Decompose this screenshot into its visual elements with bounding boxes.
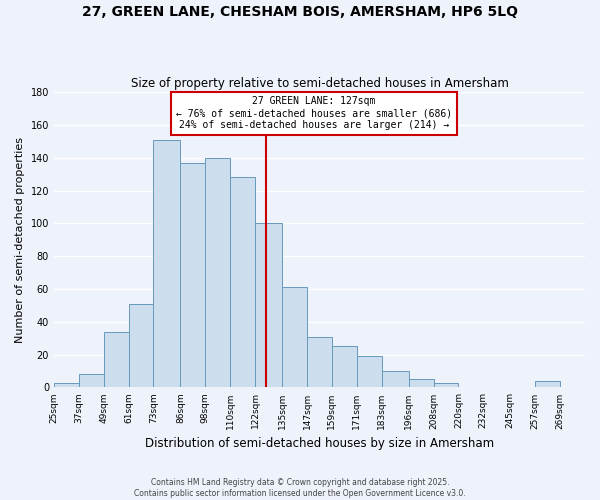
Bar <box>307 336 332 388</box>
Bar <box>255 224 282 388</box>
Bar <box>205 158 230 388</box>
X-axis label: Distribution of semi-detached houses by size in Amersham: Distribution of semi-detached houses by … <box>145 437 494 450</box>
Bar <box>154 140 181 388</box>
Bar <box>128 304 154 388</box>
Bar <box>79 374 104 388</box>
Bar <box>104 332 128 388</box>
Text: Contains HM Land Registry data © Crown copyright and database right 2025.
Contai: Contains HM Land Registry data © Crown c… <box>134 478 466 498</box>
Bar <box>230 178 255 388</box>
Bar <box>282 288 307 388</box>
Bar <box>332 346 357 388</box>
Bar <box>54 382 79 388</box>
Bar <box>357 356 382 388</box>
Bar <box>434 382 458 388</box>
Title: Size of property relative to semi-detached houses in Amersham: Size of property relative to semi-detach… <box>131 76 508 90</box>
Bar <box>382 371 409 388</box>
Text: 27, GREEN LANE, CHESHAM BOIS, AMERSHAM, HP6 5LQ: 27, GREEN LANE, CHESHAM BOIS, AMERSHAM, … <box>82 5 518 19</box>
Y-axis label: Number of semi-detached properties: Number of semi-detached properties <box>15 136 25 342</box>
Bar <box>181 162 205 388</box>
Bar <box>409 379 434 388</box>
Bar <box>535 381 560 388</box>
Text: 27 GREEN LANE: 127sqm
← 76% of semi-detached houses are smaller (686)
24% of sem: 27 GREEN LANE: 127sqm ← 76% of semi-deta… <box>176 96 452 130</box>
